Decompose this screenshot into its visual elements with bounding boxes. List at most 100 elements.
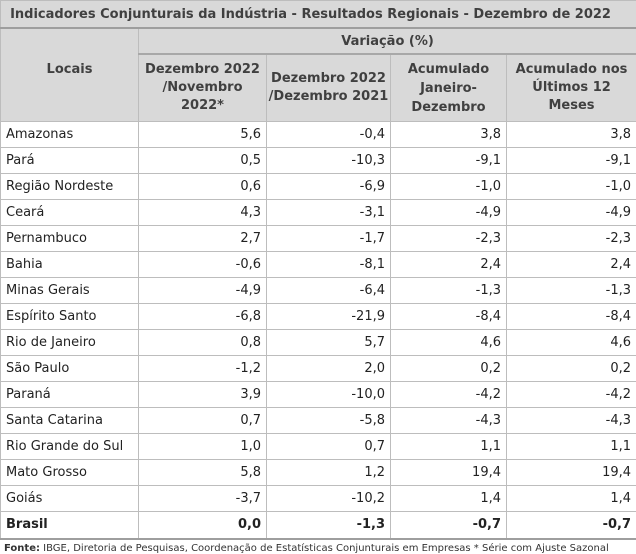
value-cell: -2,3: [391, 226, 507, 252]
value-cell: -21,9: [267, 304, 391, 330]
local-name: Goiás: [1, 486, 139, 512]
local-name: São Paulo: [1, 356, 139, 382]
local-name: Rio de Janeiro: [1, 330, 139, 356]
value-cell: -4,2: [391, 382, 507, 408]
table-row: Minas Gerais-4,9-6,4-1,3-1,3: [1, 278, 636, 304]
value-cell: -1,3: [507, 278, 636, 304]
value-cell: 2,7: [139, 226, 267, 252]
value-cell: -1,0: [391, 174, 507, 200]
value-cell: 0,7: [139, 408, 267, 434]
value-cell: -4,9: [391, 200, 507, 226]
value-cell: -2,3: [507, 226, 636, 252]
value-cell: -4,9: [507, 200, 636, 226]
value-cell: 4,6: [507, 330, 636, 356]
footer-label: Fonte:: [4, 543, 40, 554]
value-cell: 3,8: [507, 122, 636, 148]
value-cell: 1,4: [507, 486, 636, 512]
header-dez-nov: Dezembro 2022/Novembro 2022*: [139, 54, 267, 122]
value-cell: 1,1: [391, 434, 507, 460]
value-cell: 0,2: [507, 356, 636, 382]
value-cell: -3,7: [139, 486, 267, 512]
table-row: Espírito Santo-6,8-21,9-8,4-8,4: [1, 304, 636, 330]
value-cell: 3,8: [391, 122, 507, 148]
local-name: Bahia: [1, 252, 139, 278]
value-cell: -6,9: [267, 174, 391, 200]
value-cell: -9,1: [507, 148, 636, 174]
indicators-table: Indicadores Conjunturais da Indústria - …: [0, 0, 636, 540]
value-cell: -0,4: [267, 122, 391, 148]
local-name: Brasil: [1, 512, 139, 540]
value-cell: -0,6: [139, 252, 267, 278]
value-cell: -0,7: [391, 512, 507, 540]
value-cell: 0,2: [391, 356, 507, 382]
local-name: Santa Catarina: [1, 408, 139, 434]
local-name: Pará: [1, 148, 139, 174]
value-cell: 0,7: [267, 434, 391, 460]
value-cell: 1,4: [391, 486, 507, 512]
table-title: Indicadores Conjunturais da Indústria - …: [1, 1, 636, 29]
value-cell: -1,3: [391, 278, 507, 304]
value-cell: -8,4: [391, 304, 507, 330]
value-cell: 1,0: [139, 434, 267, 460]
value-cell: -1,3: [267, 512, 391, 540]
value-cell: 0,0: [139, 512, 267, 540]
value-cell: 2,4: [507, 252, 636, 278]
value-cell: -10,3: [267, 148, 391, 174]
local-name: Ceará: [1, 200, 139, 226]
value-cell: 2,4: [391, 252, 507, 278]
local-name: Pernambuco: [1, 226, 139, 252]
value-cell: -8,4: [507, 304, 636, 330]
value-cell: 4,3: [139, 200, 267, 226]
value-cell: -5,8: [267, 408, 391, 434]
value-cell: -10,2: [267, 486, 391, 512]
value-cell: 4,6: [391, 330, 507, 356]
value-cell: 3,9: [139, 382, 267, 408]
header-variacao: Variação (%): [139, 28, 636, 54]
value-cell: 5,7: [267, 330, 391, 356]
value-cell: 1,2: [267, 460, 391, 486]
value-cell: -8,1: [267, 252, 391, 278]
value-cell: -1,0: [507, 174, 636, 200]
value-cell: 0,8: [139, 330, 267, 356]
value-cell: -1,2: [139, 356, 267, 382]
value-cell: 0,5: [139, 148, 267, 174]
value-cell: -6,8: [139, 304, 267, 330]
local-name: Amazonas: [1, 122, 139, 148]
value-cell: -6,4: [267, 278, 391, 304]
value-cell: 0,6: [139, 174, 267, 200]
value-cell: -4,3: [391, 408, 507, 434]
header-locais: Locais: [1, 28, 139, 122]
value-cell: -1,7: [267, 226, 391, 252]
value-cell: -4,2: [507, 382, 636, 408]
header-dez-dez: Dezembro 2022/Dezembro 2021: [267, 54, 391, 122]
value-cell: -0,7: [507, 512, 636, 540]
local-name: Região Nordeste: [1, 174, 139, 200]
value-cell: 2,0: [267, 356, 391, 382]
value-cell: -4,3: [507, 408, 636, 434]
local-name: Espírito Santo: [1, 304, 139, 330]
value-cell: -4,9: [139, 278, 267, 304]
footer-text: IBGE, Diretoria de Pesquisas, Coordenaçã…: [40, 543, 609, 554]
value-cell: 5,8: [139, 460, 267, 486]
value-cell: 19,4: [507, 460, 636, 486]
value-cell: -10,0: [267, 382, 391, 408]
value-cell: 19,4: [391, 460, 507, 486]
local-name: Rio Grande do Sul: [1, 434, 139, 460]
local-name: Minas Gerais: [1, 278, 139, 304]
